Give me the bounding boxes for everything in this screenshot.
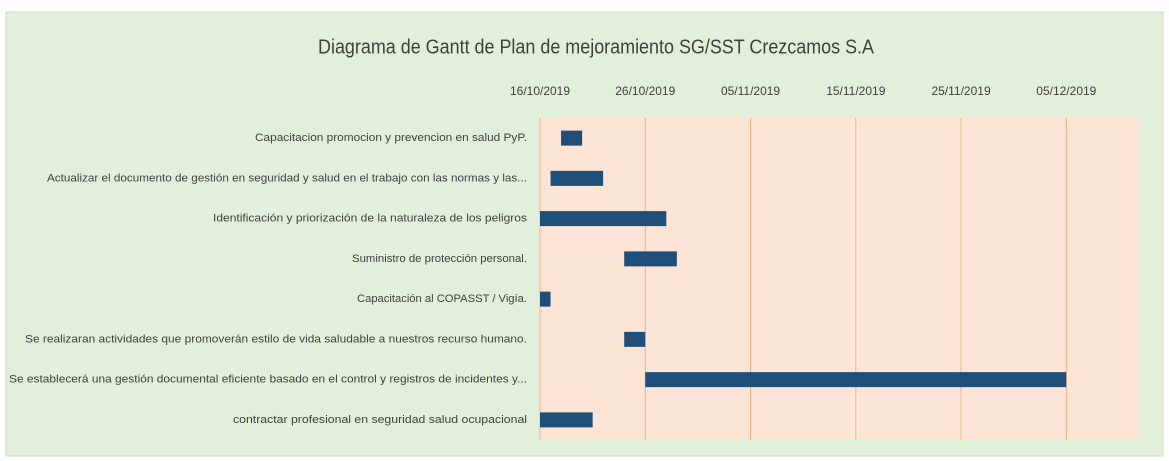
x-tick-label: 05/12/2019 <box>1036 84 1096 98</box>
chart-title: Diagrama de Gantt de Plan de mejoramient… <box>318 36 875 58</box>
bar <box>540 291 551 307</box>
task-label: contractar profesional en seguridad salu… <box>233 414 527 426</box>
bar <box>540 412 593 428</box>
task-label: Se realizaran actividades que promoverán… <box>25 333 527 345</box>
task-label: Se establecerá una gestión documental ef… <box>9 374 527 386</box>
task-label: Suministro de protección personal. <box>352 253 527 265</box>
x-tick-label: 15/11/2019 <box>826 84 885 98</box>
task-label: Capacitación al COPASST / Vigía. <box>357 293 527 305</box>
x-tick-label: 26/10/2019 <box>615 84 675 98</box>
bar <box>550 170 604 186</box>
x-tick-label: 05/11/2019 <box>721 84 780 98</box>
task-label: Capacitacion promocion y prevencion en s… <box>255 132 527 144</box>
bar <box>624 331 646 347</box>
x-tick-label: 16/10/2019 <box>510 84 570 98</box>
bar <box>645 372 1067 388</box>
task-label: Actualizar el documento de gestión en se… <box>47 172 527 184</box>
bar <box>540 211 667 227</box>
bar <box>561 130 583 146</box>
bar <box>624 251 677 267</box>
task-label: Identificación y priorización de la natu… <box>213 213 528 225</box>
x-tick-label: 25/11/2019 <box>931 84 990 98</box>
plot-area <box>540 118 1140 440</box>
